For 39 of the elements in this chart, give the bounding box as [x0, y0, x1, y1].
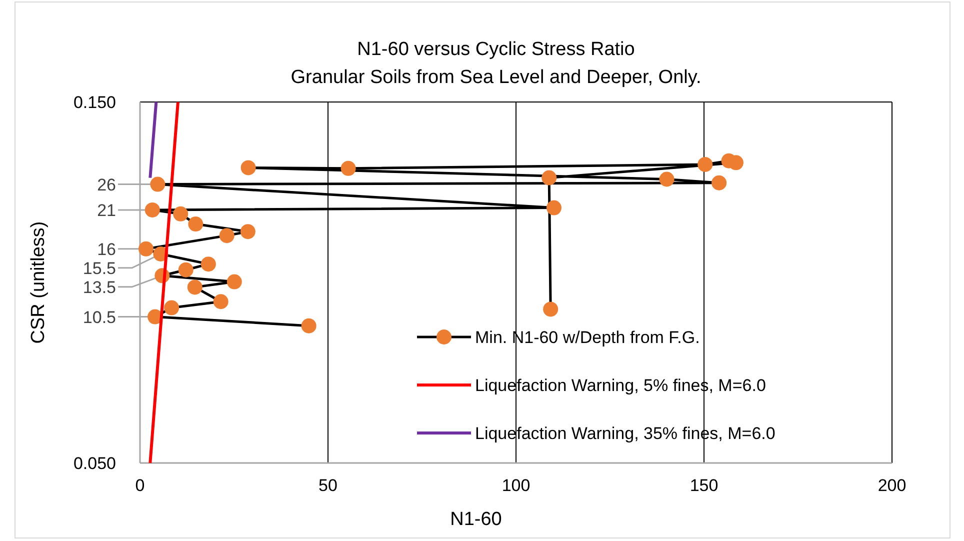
- annotation: 16: [97, 240, 116, 259]
- annotation: 21: [97, 200, 116, 220]
- point: [698, 156, 713, 172]
- point: [164, 300, 180, 316]
- point: [546, 200, 562, 216]
- point: [240, 160, 256, 176]
- annotation: 15.5: [82, 258, 116, 278]
- point: [138, 241, 154, 256]
- x-tick-label: 50: [318, 476, 338, 495]
- point: [178, 262, 194, 278]
- point: [200, 256, 216, 272]
- y-tick-label: 0.050: [73, 454, 116, 473]
- point: [173, 206, 188, 222]
- point: [659, 172, 674, 187]
- point: [340, 160, 356, 176]
- point: [226, 274, 242, 290]
- x-tick-label: 200: [878, 476, 906, 495]
- point: [712, 175, 727, 190]
- annotation: 26: [97, 175, 116, 194]
- point: [187, 280, 202, 295]
- x-tick-label: 0: [135, 476, 145, 495]
- x-axis-title: N1-60: [450, 509, 502, 530]
- point: [150, 176, 166, 192]
- point: [542, 170, 557, 186]
- point: [301, 318, 316, 334]
- x-tick-label: 100: [502, 476, 530, 495]
- annotation: 13.5: [82, 278, 116, 297]
- point: [188, 216, 204, 232]
- chart-title: N1-60 versus Cyclic Stress Ratio: [357, 39, 635, 60]
- point: [240, 224, 256, 240]
- point: [144, 202, 160, 218]
- x-tick-label: 150: [690, 476, 718, 495]
- point: [213, 294, 228, 310]
- point: [543, 302, 558, 317]
- annotation: 10.5: [82, 308, 116, 327]
- point: [219, 228, 234, 244]
- y-tick-label: 0.150: [73, 93, 116, 112]
- y-axis-title: CSR (unitless): [28, 221, 49, 344]
- chart-subtitle: Granular Soils from Sea Level and Deeper, Only.: [290, 67, 702, 88]
